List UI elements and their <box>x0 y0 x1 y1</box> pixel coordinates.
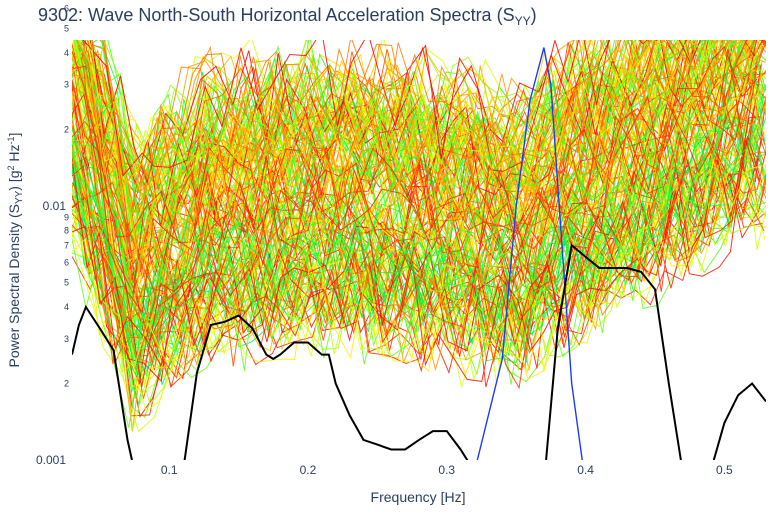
spectrum-line <box>72 40 754 286</box>
spectrum-line <box>72 118 763 369</box>
y-major-tick-label: 0.001 <box>36 453 66 467</box>
spectrum-line <box>77 40 760 284</box>
y-minor-tick-label: 7 <box>64 240 69 250</box>
spectrum-line <box>99 40 664 214</box>
x-tick-label: 0.5 <box>716 463 733 477</box>
spectrum-line-highlight <box>72 243 766 460</box>
spectrum-line <box>72 40 756 206</box>
spectrum-line <box>72 65 758 308</box>
spectrum-line <box>72 132 757 377</box>
spectrum-line <box>91 40 687 185</box>
y-axis-label: Power Spectral Density (SYY) [g2 Hz-1] <box>6 133 25 368</box>
x-tick-label: 0.4 <box>577 463 594 477</box>
spectrum-line <box>72 62 766 326</box>
y-minor-tick-label: 4 <box>64 302 69 312</box>
plot-area <box>72 40 766 460</box>
y-minor-tick-label: 5 <box>64 277 69 287</box>
spectrum-line <box>72 48 757 314</box>
background-spectra <box>72 40 766 433</box>
chart-title: 9302: Wave North-South Horizontal Accele… <box>38 5 537 28</box>
spectrum-line <box>72 123 766 392</box>
spectrum-line <box>72 102 756 347</box>
spectrum-line <box>74 40 741 238</box>
x-tick-label: 0.3 <box>438 463 455 477</box>
y-minor-tick-label: 3 <box>64 334 69 344</box>
y-minor-tick-label: 2 <box>64 124 69 134</box>
y-major-tick-label: 0.01 <box>43 199 67 213</box>
y-minor-tick-label: 8 <box>64 226 69 236</box>
spectrum-line <box>72 159 766 381</box>
y-minor-tick-label: 6 <box>64 257 69 267</box>
x-tick-label: 0.2 <box>300 463 317 477</box>
spectrum-line <box>72 152 765 388</box>
spectrum-line <box>72 136 766 399</box>
spectrum-line <box>72 118 756 361</box>
y-minor-tick-label: 9 <box>64 213 69 223</box>
x-axis-label: Frequency [Hz] <box>371 489 466 505</box>
spectrum-line <box>72 172 763 375</box>
spectrum-line <box>102 40 707 180</box>
spectrum-line <box>72 135 766 371</box>
x-tick-label: 0.1 <box>161 463 178 477</box>
x-axis-ticks: 0.1 0.2 0.3 0.4 0.5 <box>161 463 733 477</box>
y-minor-tick-label: 6 <box>64 3 69 13</box>
spectrum-line <box>72 116 765 347</box>
spectrum-line <box>72 82 764 354</box>
spectrum-line <box>72 140 761 382</box>
y-minor-tick-label: 4 <box>64 48 69 58</box>
spectrum-line <box>72 40 687 179</box>
y-minor-tick-label: 5 <box>64 23 69 33</box>
y-minor-tick-label: 2 <box>64 379 69 389</box>
spectrum-line <box>72 40 766 319</box>
spectrum-line <box>72 40 715 218</box>
y-minor-tick-label: 3 <box>64 80 69 90</box>
spectrum-line <box>72 40 766 293</box>
spectrum-line <box>72 111 763 370</box>
spectrum-line <box>82 40 701 177</box>
spectrum-line <box>72 45 758 315</box>
spectrum-line <box>72 40 758 269</box>
